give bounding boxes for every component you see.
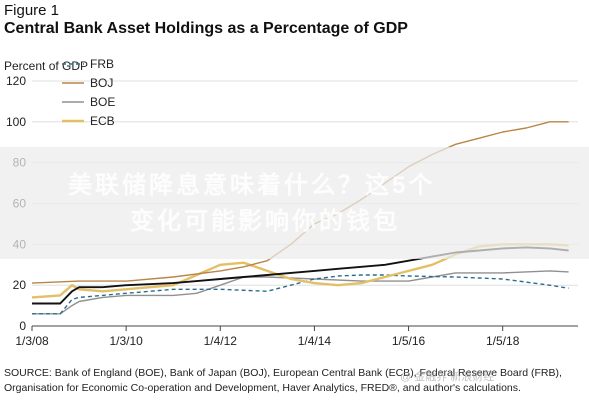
- x-tick-label: 1/4/14: [298, 334, 332, 348]
- y-tick-label: 100: [6, 115, 26, 129]
- x-tick-labels: 1/3/08 1/3/10 1/4/12 1/4/14 1/5/16 1/5/18: [15, 334, 519, 348]
- legend-label-boj: BOJ: [90, 76, 113, 90]
- y-tick-label: 20: [13, 278, 27, 292]
- y-tick-labels: 0 20 40 60 80 100 120: [6, 74, 26, 333]
- series-line-frb: [32, 274, 569, 315]
- legend: FRB BOJ BOE ECB: [62, 57, 115, 128]
- y-tick-label: 0: [19, 319, 26, 333]
- legend-label-frb: FRB: [90, 57, 114, 71]
- y-tick-label: 60: [13, 197, 27, 211]
- legend-label-boe: BOE: [90, 95, 115, 109]
- x-tick-label: 1/5/16: [392, 334, 426, 348]
- source-note: SOURCE: Bank of England (BOE), Bank of J…: [4, 367, 562, 394]
- chart-title: Central Bank Asset Holdings as a Percent…: [4, 20, 408, 37]
- x-tick-label: 1/3/10: [109, 334, 143, 348]
- y-tick-label: 40: [13, 237, 27, 251]
- series-line-boe: [32, 270, 569, 315]
- x-tick-label: 1/5/18: [486, 334, 520, 348]
- legend-label-ecb: ECB: [90, 114, 115, 128]
- y-tick-label: 80: [13, 156, 27, 170]
- y-tick-label: 120: [6, 74, 26, 88]
- series-line-boj: [31, 121, 569, 284]
- x-tick-label: 1/4/12: [204, 334, 238, 348]
- x-tick-label: 1/3/08: [15, 334, 49, 348]
- y-axis-label: Percent of GDP: [4, 59, 88, 73]
- figure-label: Figure 1: [4, 2, 60, 19]
- series-line-ecb: [31, 243, 569, 299]
